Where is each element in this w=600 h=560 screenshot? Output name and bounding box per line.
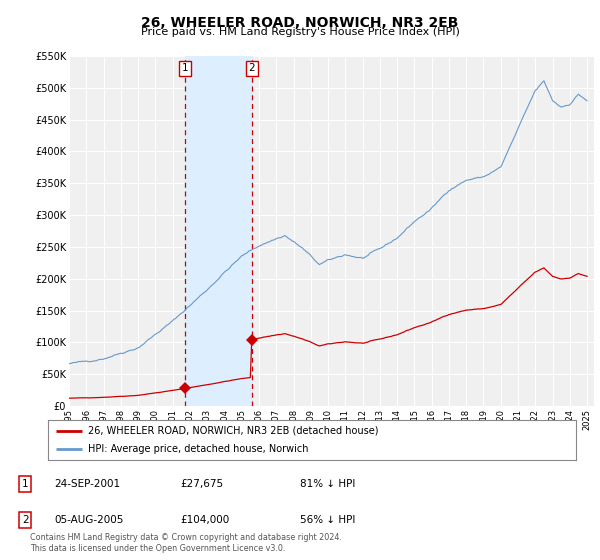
Text: 26, WHEELER ROAD, NORWICH, NR3 2EB: 26, WHEELER ROAD, NORWICH, NR3 2EB — [142, 16, 458, 30]
Text: £27,675: £27,675 — [180, 479, 223, 489]
Text: 26, WHEELER ROAD, NORWICH, NR3 2EB (detached house): 26, WHEELER ROAD, NORWICH, NR3 2EB (deta… — [88, 426, 378, 436]
Text: Contains HM Land Registry data © Crown copyright and database right 2024.
This d: Contains HM Land Registry data © Crown c… — [30, 533, 342, 553]
Text: £104,000: £104,000 — [180, 515, 229, 525]
Text: 2: 2 — [22, 515, 29, 525]
Text: Price paid vs. HM Land Registry's House Price Index (HPI): Price paid vs. HM Land Registry's House … — [140, 27, 460, 37]
Text: 24-SEP-2001: 24-SEP-2001 — [54, 479, 120, 489]
Text: 2: 2 — [248, 63, 255, 73]
Text: 81% ↓ HPI: 81% ↓ HPI — [300, 479, 355, 489]
Text: 05-AUG-2005: 05-AUG-2005 — [54, 515, 124, 525]
Bar — [185, 56, 252, 406]
Text: 1: 1 — [182, 63, 188, 73]
Text: 56% ↓ HPI: 56% ↓ HPI — [300, 515, 355, 525]
Text: 1: 1 — [22, 479, 29, 489]
Text: HPI: Average price, detached house, Norwich: HPI: Average price, detached house, Norw… — [88, 445, 308, 454]
